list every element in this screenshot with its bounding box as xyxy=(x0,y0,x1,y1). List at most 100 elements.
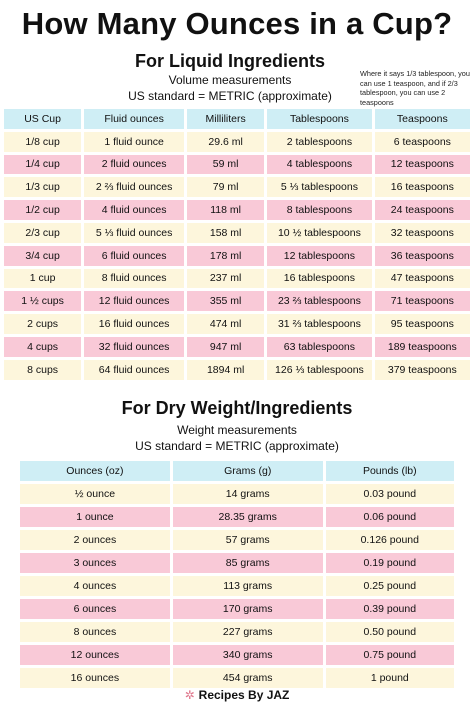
table-cell: 8 ounces xyxy=(20,622,170,642)
dry-subtitle-weight: Weight measurements xyxy=(177,423,297,437)
table-cell: 79 ml xyxy=(187,177,265,198)
table-cell: 2/3 cup xyxy=(4,222,82,243)
liquid-table-body: 1/8 cup 1 fluid ounce 29.6 ml 2 tablespoons… xyxy=(4,131,470,380)
table-cell: 12 tablespoons xyxy=(267,245,372,266)
table-cell: 16 ounces xyxy=(20,668,170,688)
table-cell: 1 cup xyxy=(4,268,82,289)
dry-header-row: Ounces (oz) Grams (g) Pounds (lb) xyxy=(20,461,454,481)
table-row: 1/2 cup 4 fluid ounces 118 ml 8 tablespoons… xyxy=(4,200,470,220)
table-cell: 2 ⅔ fluid ounces xyxy=(84,177,185,198)
col-ounces: Ounces (oz) xyxy=(20,461,170,481)
table-row: 4 ounces 113 grams 0.25 pound xyxy=(20,576,454,596)
table-row: 2 ounces 57 grams 0.126 pound xyxy=(20,530,454,550)
whisk-logo-icon: ✲ xyxy=(184,688,195,702)
table-cell: 1894 ml xyxy=(187,359,265,380)
table-cell: 0.06 pound xyxy=(325,507,454,527)
table-cell: 4 tablespoons xyxy=(267,154,372,175)
table-cell: 947 ml xyxy=(187,336,265,357)
table-cell: 189 teaspoons xyxy=(374,336,470,357)
table-cell: 1/3 cup xyxy=(4,177,82,198)
table-cell: 12 ounces xyxy=(20,645,170,665)
col-pounds: Pounds (lb) xyxy=(325,461,454,481)
table-cell: 36 teaspoons xyxy=(374,245,470,266)
table-row: 1 ½ cups 12 fluid ounces 355 ml 23 ⅔ tables… xyxy=(4,291,470,312)
table-cell: 1 ½ cups xyxy=(4,291,82,312)
table-cell: 1/8 cup xyxy=(4,131,82,152)
table-row: ½ ounce 14 grams 0.03 pound xyxy=(20,484,454,504)
footer-brand: ✲ Recipes By JAZ xyxy=(0,688,474,702)
dry-heading: For Dry Weight/Ingredients xyxy=(121,398,353,418)
dry-table: Ounces (oz) Grams (g) Pounds (lb) ½ ounc… xyxy=(17,458,457,691)
table-row: 1 cup 8 fluid ounces 237 ml 16 tablespoons 4… xyxy=(4,268,470,289)
table-cell: 0.126 pound xyxy=(325,530,454,550)
table-cell: 28.35 grams xyxy=(172,507,323,527)
col-grams: Grams (g) xyxy=(172,461,323,481)
col-fluid-ounces: Fluid ounces xyxy=(84,109,185,129)
table-cell: 178 ml xyxy=(187,245,265,266)
table-cell: 59 ml xyxy=(187,154,265,175)
table-row: 3 ounces 85 grams 0.19 pound xyxy=(20,553,454,573)
table-cell: 126 ⅓ tablespoons xyxy=(267,359,372,380)
table-cell: 158 ml xyxy=(187,222,265,243)
table-cell: 0.03 pound xyxy=(325,484,454,504)
tablespoon-note: Where it says 1/3 tablespoon, you can us… xyxy=(360,69,470,107)
table-cell: 0.75 pound xyxy=(325,645,454,665)
table-cell: 95 teaspoons xyxy=(374,314,470,334)
table-cell: 8 fluid ounces xyxy=(84,268,185,289)
liquid-table: US Cup Fluid ounces Milliliters Tablespo… xyxy=(1,106,473,383)
table-cell: 85 grams xyxy=(172,553,323,573)
table-cell: 47 teaspoons xyxy=(374,268,470,289)
table-cell: 16 teaspoons xyxy=(374,177,470,198)
table-cell: 12 teaspoons xyxy=(374,154,470,175)
table-cell: 6 ounces xyxy=(20,599,170,619)
col-teaspoons: Teaspoons xyxy=(374,109,470,129)
table-cell: 16 tablespoons xyxy=(267,268,372,289)
table-cell: 454 grams xyxy=(172,668,323,688)
col-us-cup: US Cup xyxy=(4,109,82,129)
table-cell: 1 fluid ounce xyxy=(84,131,185,152)
table-cell: 0.19 pound xyxy=(325,553,454,573)
table-cell: 32 teaspoons xyxy=(374,222,470,243)
table-cell: 113 grams xyxy=(172,576,323,596)
col-tablespoons: Tablespoons xyxy=(267,109,372,129)
table-cell: 2 fluid ounces xyxy=(84,154,185,175)
table-row: 4 cups 32 fluid ounces 947 ml 63 tablespoon… xyxy=(4,336,470,357)
liquid-header-row: US Cup Fluid ounces Milliliters Tablespo… xyxy=(4,109,470,129)
table-cell: 1 ounce xyxy=(20,507,170,527)
table-cell: 2 tablespoons xyxy=(267,131,372,152)
table-cell: 63 tablespoons xyxy=(267,336,372,357)
table-row: 1 ounce 28.35 grams 0.06 pound xyxy=(20,507,454,527)
table-row: 8 ounces 227 grams 0.50 pound xyxy=(20,622,454,642)
dry-subtitle-standard: US standard = METRIC (approximate) xyxy=(135,439,339,453)
table-cell: 1/2 cup xyxy=(4,200,82,220)
table-row: 2/3 cup 5 ⅓ fluid ounces 158 ml 10 ½ tables… xyxy=(4,222,470,243)
table-cell: 3 ounces xyxy=(20,553,170,573)
table-cell: 71 teaspoons xyxy=(374,291,470,312)
table-cell: 31 ⅔ tablespoons xyxy=(267,314,372,334)
col-milliliters: Milliliters xyxy=(187,109,265,129)
table-cell: 6 fluid ounces xyxy=(84,245,185,266)
table-cell: 4 fluid ounces xyxy=(84,200,185,220)
table-cell: 57 grams xyxy=(172,530,323,550)
table-cell: 24 teaspoons xyxy=(374,200,470,220)
table-row: 3/4 cup 6 fluid ounces 178 ml 12 tablespoon… xyxy=(4,245,470,266)
table-cell: 32 fluid ounces xyxy=(84,336,185,357)
table-cell: 0.50 pound xyxy=(325,622,454,642)
table-cell: 4 cups xyxy=(4,336,82,357)
table-cell: 5 ⅓ fluid ounces xyxy=(84,222,185,243)
table-cell: ½ ounce xyxy=(20,484,170,504)
liquid-subtitle-standard: US standard = METRIC (approximate) xyxy=(128,89,332,103)
table-cell: 16 fluid ounces xyxy=(84,314,185,334)
table-row: 1/3 cup 2 ⅔ fluid ounces 79 ml 5 ⅓ tablespo… xyxy=(4,177,470,198)
table-cell: 8 cups xyxy=(4,359,82,380)
table-cell: 5 ⅓ tablespoons xyxy=(267,177,372,198)
table-cell: 4 ounces xyxy=(20,576,170,596)
table-row: 6 ounces 170 grams 0.39 pound xyxy=(20,599,454,619)
liquid-heading: For Liquid Ingredients xyxy=(135,51,325,71)
table-row: 2 cups 16 fluid ounces 474 ml 31 ⅔ tablespo… xyxy=(4,314,470,334)
table-cell: 1 pound xyxy=(325,668,454,688)
table-cell: 2 ounces xyxy=(20,530,170,550)
table-cell: 227 grams xyxy=(172,622,323,642)
table-cell: 340 grams xyxy=(172,645,323,665)
table-cell: 118 ml xyxy=(187,200,265,220)
